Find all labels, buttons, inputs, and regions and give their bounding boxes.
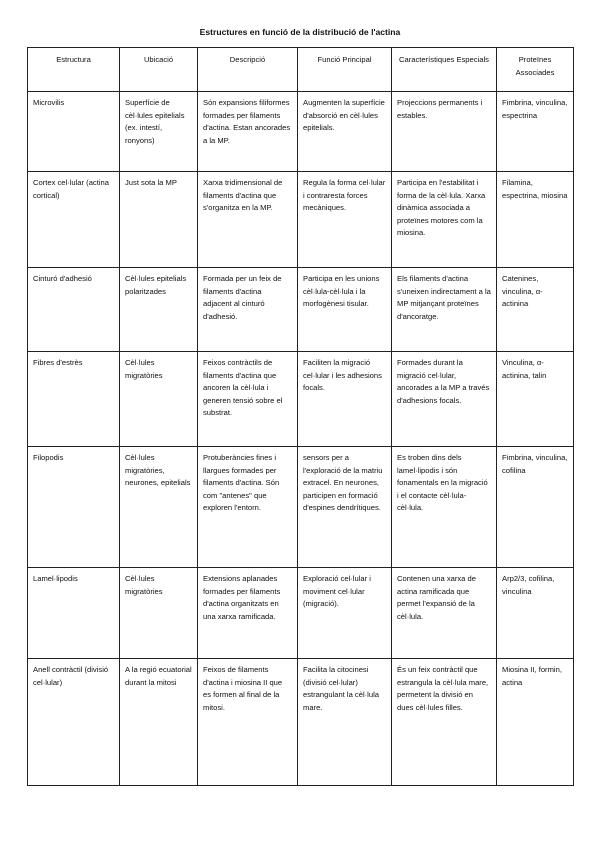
cell-estructura: Microvilis <box>27 91 120 172</box>
cell-caracteristiques: Els filaments d'actina s'uneixen indirec… <box>391 267 497 352</box>
cell-ubicacio: Just sota la MP <box>119 171 198 268</box>
cell-caracteristiques: Es troben dins dels lamel·lipodis i són … <box>391 446 497 568</box>
table-row: Cinturó d'adhesió Cèl·lules epitelials po… <box>27 267 574 352</box>
cell-descripcio: Feixos de filaments d'actina i miosina I… <box>197 658 298 786</box>
cell-descripcio: Són expansions filiformes formades per f… <box>197 91 298 172</box>
cell-ubicacio: Cèl·lules migratòries, neurones, epiteli… <box>119 446 198 568</box>
column-header-ubicacio: Ubicació <box>119 47 198 92</box>
cell-funcio: Exploració cel·lular i moviment cel·lula… <box>297 567 392 659</box>
cell-proteines: Miosina II, formin, actina <box>496 658 574 786</box>
cell-caracteristiques: Participa en l'estabilitat i forma de la… <box>391 171 497 268</box>
cell-estructura: Cortex cel·lular (actina cortical) <box>27 171 120 268</box>
cell-funcio: Participa en les unions cèl·lula-cèl·lul… <box>297 267 392 352</box>
cell-estructura: Anell contràctil (divisió cel·lular) <box>27 658 120 786</box>
cell-descripcio: Feixos contràctils de filaments d'actina… <box>197 351 298 447</box>
document-title: Estructures en funció de la distribució … <box>199 27 401 37</box>
cell-estructura: Filopodis <box>27 446 120 568</box>
cell-funcio: Facilita la citocinesi (divisió cel·lula… <box>297 658 392 786</box>
column-header-caracteristiques: Característiques Especials <box>391 47 497 92</box>
cell-ubicacio: Cèl·lules migratòries <box>119 351 198 447</box>
cell-ubicacio: Cèl·lules migratòries <box>119 567 198 659</box>
actin-structures-table: Estructura Ubicació Descripció Funció Pr… <box>27 47 574 786</box>
cell-funcio: Regula la forma cel·lular i contraresta … <box>297 171 392 268</box>
table-row: Cortex cel·lular (actina cortical) Just s… <box>27 171 574 268</box>
table-row: Lamel·lipodis Cèl·lules migratòries Extens… <box>27 567 574 659</box>
cell-estructura: Fibres d'estrès <box>27 351 120 447</box>
cell-proteines: Fimbrina, vinculina, espectrina <box>496 91 574 172</box>
table-row: Fibres d'estrès Cèl·lules migratòries Feix… <box>27 351 574 447</box>
cell-proteines: Arp2/3, cofilina, vinculina <box>496 567 574 659</box>
cell-descripcio: Xarxa tridimensional de filaments d'acti… <box>197 171 298 268</box>
cell-caracteristiques: Formades durant la migració cel·lular, a… <box>391 351 497 447</box>
table-header-row: Estructura Ubicació Descripció Funció Pr… <box>27 47 574 92</box>
cell-funcio: sensors per a l'exploració de la matriu … <box>297 446 392 568</box>
cell-estructura: Cinturó d'adhesió <box>27 267 120 352</box>
cell-estructura: Lamel·lipodis <box>27 567 120 659</box>
cell-proteines: Fimbrina, vinculina, cofilina <box>496 446 574 568</box>
cell-funcio: Faciliten la migració cel·lular i les ad… <box>297 351 392 447</box>
cell-ubicacio: A la regió ecuatorial durant la mitosi <box>119 658 198 786</box>
table-row: Anell contràctil (divisió cel·lular) A la… <box>27 658 574 786</box>
column-header-funcio: Funció Principal <box>297 47 392 92</box>
cell-descripcio: Extensions aplanades formades per filame… <box>197 567 298 659</box>
cell-proteines: Filamina, espectrina, miosina <box>496 171 574 268</box>
cell-proteines: Vinculina, α-actinina, talin <box>496 351 574 447</box>
cell-ubicacio: Superfície de cèl·lules epitelials (ex. … <box>119 91 198 172</box>
cell-funcio: Augmenten la superfície d'absorció en cè… <box>297 91 392 172</box>
column-header-proteines: Proteïnes Associades <box>496 47 574 92</box>
column-header-descripcio: Descripció <box>197 47 298 92</box>
cell-descripcio: Formada per un feix de filaments d'actin… <box>197 267 298 352</box>
cell-proteines: Catenines, vinculina, α-actinina <box>496 267 574 352</box>
cell-descripcio: Protuberàncies fines i llargues formades… <box>197 446 298 568</box>
cell-caracteristiques: Contenen una xarxa de actina ramificada … <box>391 567 497 659</box>
cell-caracteristiques: És un feix contràctil que estrangula la … <box>391 658 497 786</box>
cell-caracteristiques: Projeccions permanents i estables. <box>391 91 497 172</box>
table-row: Filopodis Cèl·lules migratòries, neurones… <box>27 446 574 568</box>
column-header-estructura: Estructura <box>27 47 120 92</box>
table-row: Microvilis Superfície de cèl·lules epitel… <box>27 91 574 172</box>
cell-ubicacio: Cèl·lules epitelials polaritzades <box>119 267 198 352</box>
